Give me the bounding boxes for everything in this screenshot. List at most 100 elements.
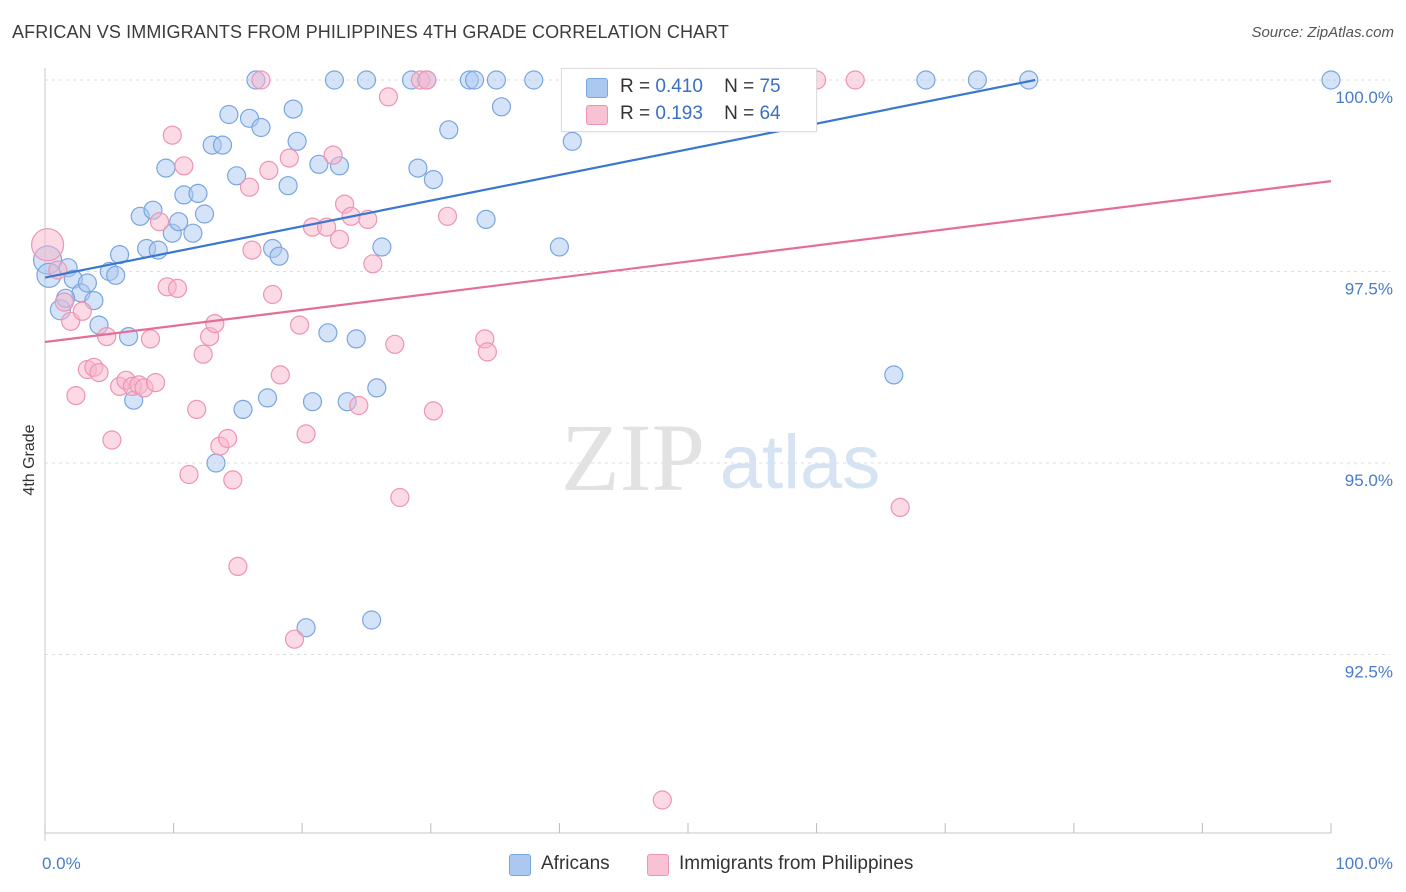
point-philippines-0[interactable] (30, 228, 65, 262)
point-philippines-9[interactable] (97, 327, 117, 347)
point-philippines-2[interactable] (54, 292, 74, 312)
point-philippines-59[interactable] (477, 342, 497, 362)
point-philippines-18[interactable] (149, 212, 170, 232)
y-axis-label: 4th Grade (21, 424, 38, 495)
point-philippines-24[interactable] (187, 399, 207, 419)
point-africans-62[interactable] (491, 97, 512, 117)
point-africans-37[interactable] (269, 246, 289, 266)
point-africans-41[interactable] (296, 618, 316, 638)
legend-r-value-africans: 0.410 (655, 76, 703, 97)
point-philippines-53[interactable] (390, 487, 410, 508)
point-africans-34[interactable] (251, 117, 271, 138)
point-africans-29[interactable] (219, 104, 239, 125)
point-philippines-17[interactable] (146, 373, 166, 393)
point-africans-51[interactable] (367, 378, 387, 398)
point-africans-45[interactable] (324, 70, 344, 90)
point-africans-74[interactable] (1321, 70, 1341, 90)
point-africans-57[interactable] (439, 120, 459, 140)
point-philippines-31[interactable] (228, 556, 248, 577)
point-africans-72[interactable] (967, 70, 988, 90)
legend-swatch-philippines (586, 105, 608, 125)
point-africans-48[interactable] (346, 329, 366, 349)
point-philippines-29[interactable] (218, 428, 238, 449)
point-africans-40[interactable] (287, 131, 307, 151)
point-philippines-56[interactable] (423, 401, 443, 421)
point-philippines-36[interactable] (263, 284, 283, 305)
point-africans-49[interactable] (356, 70, 377, 90)
point-philippines-44[interactable] (323, 145, 343, 165)
point-africans-70[interactable] (884, 365, 904, 385)
point-africans-52[interactable] (372, 237, 392, 257)
point-africans-65[interactable] (562, 131, 582, 151)
point-philippines-35[interactable] (259, 160, 279, 180)
legend-n-value-philippines: 64 (759, 103, 781, 124)
legend-n-label: N = (724, 103, 755, 124)
point-philippines-5[interactable] (72, 301, 92, 321)
point-philippines-62[interactable] (845, 70, 865, 90)
point-africans-25[interactable] (194, 204, 215, 224)
point-philippines-37[interactable] (270, 365, 290, 385)
point-africans-61[interactable] (486, 70, 506, 90)
legend-n-value-africans: 75 (759, 76, 781, 97)
point-philippines-27[interactable] (205, 314, 225, 334)
point-africans-7[interactable] (77, 273, 98, 293)
point-africans-31[interactable] (233, 399, 253, 419)
point-philippines-30[interactable] (223, 470, 243, 490)
point-africans-56[interactable] (423, 170, 443, 190)
point-philippines-8[interactable] (89, 363, 109, 383)
point-africans-27[interactable] (206, 453, 226, 473)
point-africans-43[interactable] (309, 154, 329, 174)
point-philippines-48[interactable] (349, 395, 369, 416)
point-africans-73[interactable] (1019, 70, 1039, 90)
point-africans-64[interactable] (549, 237, 570, 257)
point-africans-71[interactable] (916, 70, 936, 90)
point-africans-23[interactable] (183, 223, 203, 243)
point-philippines-4[interactable] (66, 386, 86, 406)
point-philippines-52[interactable] (385, 334, 405, 354)
trend-lines (44, 78, 1332, 344)
point-africans-59[interactable] (464, 70, 485, 90)
point-philippines-34[interactable] (251, 70, 271, 90)
point-philippines-32[interactable] (239, 177, 260, 197)
point-africans-54[interactable] (408, 158, 428, 178)
point-africans-63[interactable] (524, 70, 544, 90)
point-philippines-20[interactable] (162, 125, 182, 145)
axes (44, 68, 1332, 841)
point-philippines-51[interactable] (378, 87, 398, 107)
point-africans-19[interactable] (156, 158, 176, 178)
point-africans-44[interactable] (318, 323, 338, 343)
point-philippines-23[interactable] (179, 464, 199, 485)
point-philippines-41[interactable] (296, 424, 316, 444)
point-africans-35[interactable] (257, 388, 278, 408)
point-philippines-57[interactable] (437, 206, 458, 226)
point-africans-60[interactable] (476, 209, 496, 229)
y-tick-label-1: 97.5% (1345, 280, 1393, 299)
point-africans-24[interactable] (188, 183, 208, 203)
point-philippines-50[interactable] (363, 254, 383, 274)
point-africans-30[interactable] (227, 166, 247, 186)
point-africans-50[interactable] (362, 610, 382, 630)
point-philippines-40[interactable] (290, 315, 310, 335)
point-philippines-25[interactable] (193, 344, 213, 364)
point-africans-11[interactable] (106, 265, 126, 285)
point-philippines-33[interactable] (242, 240, 262, 260)
point-philippines-55[interactable] (417, 70, 437, 90)
point-africans-42[interactable] (302, 392, 323, 412)
point-philippines-10[interactable] (102, 430, 122, 450)
point-africans-38[interactable] (278, 176, 298, 196)
watermark-zip: ZIP (561, 404, 705, 511)
point-africans-21[interactable] (169, 212, 189, 232)
point-philippines-16[interactable] (140, 329, 161, 349)
point-africans-28[interactable] (212, 135, 233, 155)
point-philippines-38[interactable] (279, 148, 299, 168)
point-philippines-22[interactable] (174, 156, 194, 176)
point-philippines-39[interactable] (284, 629, 305, 649)
watermark-atlas: atlas (720, 420, 881, 505)
point-africans-39[interactable] (283, 99, 303, 119)
trend-line-philippines (44, 180, 1332, 344)
series-swatch-philippines (647, 854, 669, 876)
point-philippines-45[interactable] (329, 229, 350, 249)
point-philippines-63[interactable] (890, 497, 910, 517)
point-philippines-21[interactable] (167, 278, 188, 298)
point-philippines-60[interactable] (652, 790, 672, 810)
